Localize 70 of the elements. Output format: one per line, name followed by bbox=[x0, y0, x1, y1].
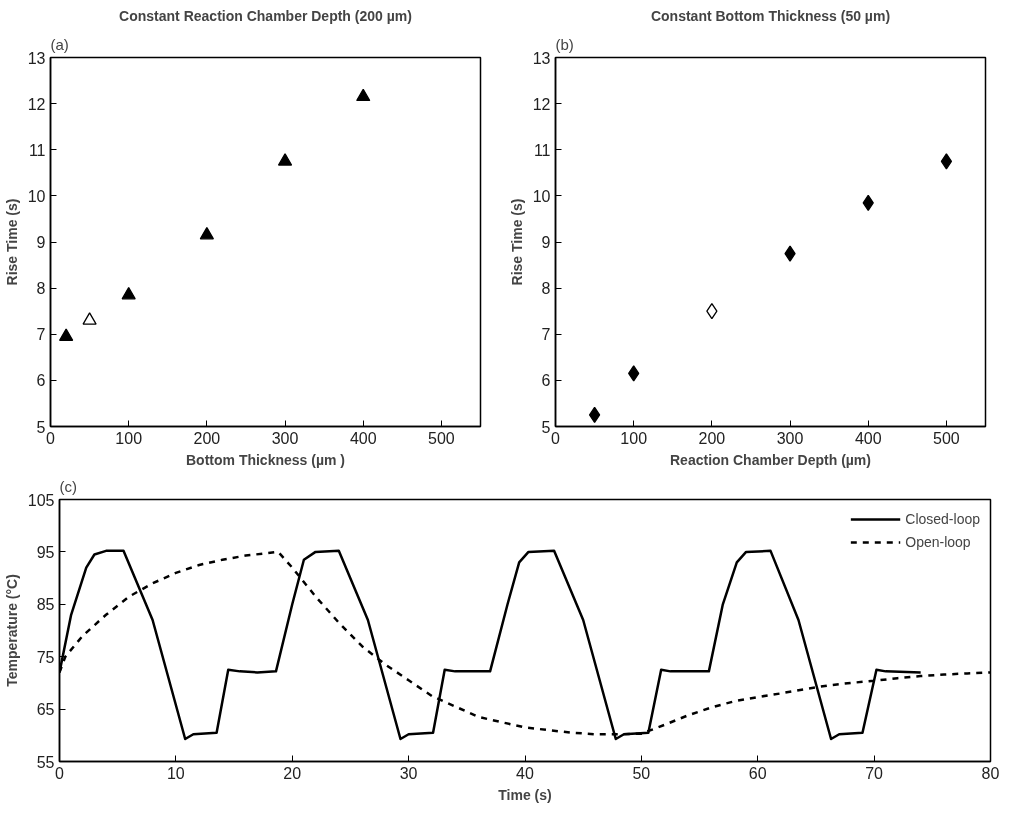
y-tick-label: 6 bbox=[541, 372, 551, 390]
x-tick-label: 300 bbox=[776, 429, 804, 447]
y-tick-label: 9 bbox=[36, 234, 46, 251]
x-tick-label: 20 bbox=[283, 764, 302, 782]
legend-label: Closed-loop bbox=[905, 511, 980, 527]
chart-title: Constant Reaction Chamber Depth (200 µm) bbox=[119, 7, 412, 24]
point bbox=[82, 312, 97, 325]
x-axis-title: Bottom Thickness (µm ) bbox=[186, 451, 345, 468]
y-tick-label: 5 bbox=[36, 418, 46, 436]
y-tick-label: 6 bbox=[36, 372, 46, 390]
y-tick-label: 8 bbox=[36, 280, 46, 298]
y-tick-label: 5 bbox=[541, 418, 551, 436]
x-tick-label: 0 bbox=[55, 764, 65, 782]
x-tick-label: 300 bbox=[271, 429, 299, 447]
x-tick-label: 70 bbox=[865, 764, 884, 782]
y-tick-label: 10 bbox=[27, 187, 46, 205]
x-tick-label: 10 bbox=[166, 764, 185, 782]
x-tick-label: 40 bbox=[516, 764, 534, 782]
y-tick-label: 95 bbox=[36, 543, 55, 561]
point bbox=[277, 153, 293, 166]
x-tick-label: 0 bbox=[46, 429, 56, 447]
text: (b) bbox=[555, 35, 574, 53]
y-tick-label: 55 bbox=[36, 753, 55, 771]
x-axis-title: Reaction Chamber Depth (µm) bbox=[670, 451, 871, 468]
text: (a) bbox=[50, 35, 69, 53]
y-axis-title: Rise Time (s) bbox=[3, 198, 20, 286]
y-tick-label: 13 bbox=[532, 49, 551, 67]
y-tick-label: 11 bbox=[533, 141, 551, 159]
y-axis-title: Rise Time (s) bbox=[508, 198, 525, 286]
point bbox=[58, 328, 74, 341]
y-tick-label: 85 bbox=[36, 596, 55, 614]
point bbox=[940, 153, 953, 170]
x-axis-title: Time (s) bbox=[498, 786, 552, 803]
x-tick-label: 500 bbox=[933, 429, 960, 447]
legend-label: Open-loop bbox=[905, 534, 971, 550]
y-axis-title: Temperature (°C) bbox=[3, 574, 20, 687]
point bbox=[706, 303, 718, 320]
y-tick-label: 10 bbox=[532, 187, 551, 205]
y-tick-label: 7 bbox=[36, 326, 46, 344]
y-tick-label: 12 bbox=[27, 95, 46, 113]
y-tick-label: 75 bbox=[36, 648, 55, 666]
x-tick-label: 200 bbox=[698, 429, 726, 447]
point bbox=[784, 245, 796, 262]
point bbox=[121, 286, 136, 300]
y-tick-label: 7 bbox=[541, 326, 551, 344]
x-tick-label: 100 bbox=[115, 429, 143, 447]
y-tick-label: 65 bbox=[36, 701, 55, 719]
chart-title: Constant Bottom Thickness (50 µm) bbox=[650, 7, 891, 24]
text: (c) bbox=[59, 477, 77, 495]
y-tick-label: 13 bbox=[27, 49, 46, 67]
point bbox=[628, 365, 640, 382]
x-tick-label: 30 bbox=[399, 764, 418, 782]
y-tick-label: 9 bbox=[541, 234, 551, 251]
y-tick-label: 12 bbox=[532, 95, 551, 113]
x-tick-label: 0 bbox=[551, 429, 561, 447]
x-tick-label: 80 bbox=[981, 764, 1000, 782]
x-tick-label: 500 bbox=[428, 429, 455, 447]
y-tick-label: 8 bbox=[541, 280, 551, 298]
x-tick-label: 60 bbox=[748, 764, 767, 782]
point bbox=[862, 194, 874, 211]
x-tick-label: 50 bbox=[632, 764, 651, 782]
point bbox=[356, 88, 371, 102]
x-tick-label: 100 bbox=[620, 429, 648, 447]
y-tick-label: 105 bbox=[27, 491, 55, 509]
point bbox=[199, 226, 215, 240]
y-tick-label: 11 bbox=[28, 141, 46, 159]
x-tick-label: 400 bbox=[854, 429, 882, 447]
point bbox=[588, 406, 601, 424]
x-tick-label: 200 bbox=[193, 429, 221, 447]
x-tick-label: 400 bbox=[349, 429, 377, 447]
